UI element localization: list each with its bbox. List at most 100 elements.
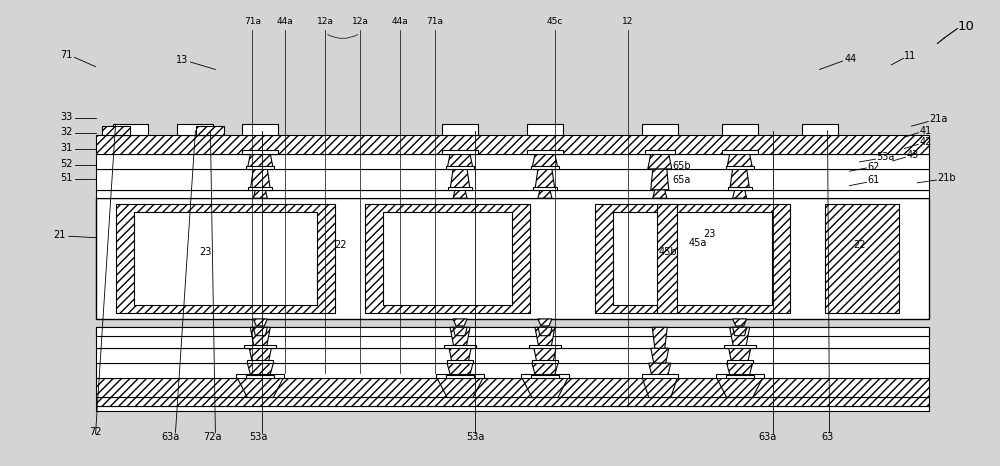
- Bar: [96, 327, 929, 348]
- Polygon shape: [733, 319, 747, 326]
- Text: 45a: 45a: [689, 238, 707, 248]
- Bar: [657, 204, 677, 313]
- Bar: [642, 124, 678, 135]
- Bar: [529, 345, 561, 348]
- Text: 52: 52: [60, 159, 73, 169]
- Polygon shape: [450, 327, 470, 348]
- Bar: [134, 212, 317, 305]
- Text: 23: 23: [704, 229, 716, 239]
- Bar: [444, 345, 476, 348]
- Text: 53a: 53a: [876, 152, 895, 162]
- Bar: [442, 124, 478, 135]
- Text: 51: 51: [60, 173, 73, 183]
- Text: 22: 22: [334, 240, 346, 250]
- Polygon shape: [453, 327, 467, 336]
- Text: 42: 42: [919, 137, 932, 147]
- Polygon shape: [449, 348, 471, 363]
- Polygon shape: [253, 190, 267, 198]
- Polygon shape: [249, 348, 271, 363]
- Text: 12a: 12a: [352, 17, 369, 26]
- Bar: [102, 126, 130, 135]
- Bar: [196, 126, 224, 135]
- Bar: [447, 360, 473, 363]
- Text: 71a: 71a: [244, 17, 261, 26]
- Polygon shape: [250, 169, 270, 190]
- Text: 12: 12: [622, 17, 634, 26]
- Text: 65a: 65a: [673, 175, 691, 185]
- Text: 21a: 21a: [929, 114, 948, 124]
- Bar: [532, 360, 558, 363]
- Bar: [442, 151, 478, 154]
- Bar: [96, 154, 929, 169]
- Polygon shape: [522, 378, 568, 397]
- Text: 33: 33: [60, 112, 73, 122]
- Polygon shape: [453, 190, 467, 198]
- Text: 10: 10: [957, 20, 974, 33]
- Bar: [727, 360, 753, 363]
- Text: 32: 32: [60, 127, 73, 137]
- Polygon shape: [652, 327, 667, 348]
- Bar: [96, 135, 929, 154]
- Bar: [247, 360, 273, 363]
- Bar: [613, 212, 772, 305]
- Bar: [248, 187, 272, 190]
- Polygon shape: [729, 348, 751, 363]
- Bar: [246, 166, 274, 169]
- Bar: [726, 375, 754, 378]
- Polygon shape: [651, 348, 669, 363]
- Polygon shape: [727, 154, 753, 169]
- Bar: [825, 204, 899, 313]
- Bar: [246, 375, 274, 378]
- Bar: [96, 327, 929, 336]
- Polygon shape: [733, 190, 747, 198]
- Polygon shape: [730, 327, 750, 348]
- Bar: [716, 374, 764, 378]
- Text: 45c: 45c: [547, 17, 563, 26]
- Bar: [96, 348, 929, 363]
- Text: 53a: 53a: [249, 432, 268, 442]
- Polygon shape: [538, 327, 552, 336]
- Text: 44: 44: [845, 54, 857, 64]
- Polygon shape: [717, 378, 763, 397]
- Text: 31: 31: [60, 144, 73, 153]
- Bar: [722, 151, 758, 154]
- Polygon shape: [250, 327, 270, 348]
- Polygon shape: [642, 378, 677, 397]
- Polygon shape: [437, 378, 483, 397]
- Polygon shape: [651, 169, 669, 190]
- Polygon shape: [649, 363, 671, 378]
- Bar: [244, 345, 276, 348]
- Text: 65b: 65b: [672, 161, 691, 171]
- Polygon shape: [653, 190, 667, 198]
- Text: 12a: 12a: [317, 17, 334, 26]
- Text: 61: 61: [867, 176, 880, 185]
- Text: 45b: 45b: [658, 247, 677, 257]
- Text: 11: 11: [904, 51, 917, 62]
- Text: 21b: 21b: [937, 173, 956, 183]
- Polygon shape: [253, 327, 267, 336]
- Bar: [531, 166, 559, 169]
- Text: 63a: 63a: [759, 432, 777, 442]
- Bar: [802, 124, 838, 135]
- Polygon shape: [727, 363, 753, 378]
- Bar: [96, 198, 929, 319]
- Bar: [642, 374, 678, 378]
- Bar: [96, 397, 929, 406]
- Polygon shape: [538, 319, 552, 326]
- Polygon shape: [447, 154, 473, 169]
- Text: 22: 22: [853, 240, 866, 250]
- Text: 71a: 71a: [427, 17, 444, 26]
- Bar: [96, 169, 929, 190]
- Polygon shape: [532, 363, 558, 378]
- Bar: [446, 375, 474, 378]
- Bar: [724, 345, 756, 348]
- Polygon shape: [247, 363, 273, 378]
- Bar: [436, 374, 484, 378]
- Bar: [177, 124, 213, 135]
- Bar: [113, 124, 148, 135]
- Text: 13: 13: [176, 55, 188, 65]
- Bar: [96, 363, 929, 378]
- Bar: [527, 124, 563, 135]
- Bar: [116, 204, 335, 313]
- Text: 44a: 44a: [277, 17, 294, 26]
